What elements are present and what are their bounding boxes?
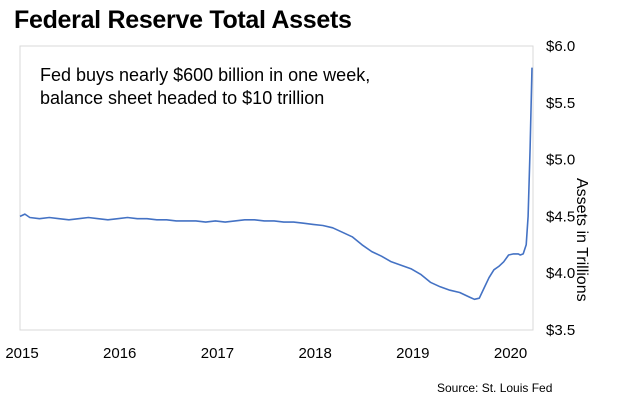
x-tick-label: 2015 xyxy=(5,345,38,362)
x-tick-label: 2020 xyxy=(494,345,527,362)
x-tick-label: 2017 xyxy=(201,345,234,362)
plot-area-frame xyxy=(19,45,534,331)
y-tick-label: $4.0 xyxy=(546,265,575,282)
y-axis-label: Assets in Trillions xyxy=(573,178,590,302)
chart-annotation: Fed buys nearly $600 billion in one week… xyxy=(40,64,370,110)
y-axis: $3.5 $4.0 $4.5 $5.0 $5.5 $6.0 xyxy=(546,38,575,339)
x-tick-label: 2016 xyxy=(103,345,136,362)
y-tick-label: $5.0 xyxy=(546,152,575,169)
x-tick-label: 2019 xyxy=(396,345,429,362)
total-assets-line xyxy=(19,67,533,301)
x-axis: 2015 2016 2017 2018 2019 2020 xyxy=(5,345,527,362)
annotation-line-2: balance sheet headed to $10 trillion xyxy=(40,88,325,108)
y-tick-label: $6.0 xyxy=(546,38,575,55)
annotation-line-1: Fed buys nearly $600 billion in one week… xyxy=(40,65,371,85)
y-tick-label: $4.5 xyxy=(546,208,575,225)
y-tick-label: $3.5 xyxy=(546,322,575,339)
y-tick-label: $5.5 xyxy=(546,95,575,112)
x-tick-label: 2018 xyxy=(298,345,331,362)
chart-title: Federal Reserve Total Assets xyxy=(14,6,352,34)
source-note: Source: St. Louis Fed xyxy=(437,381,553,395)
